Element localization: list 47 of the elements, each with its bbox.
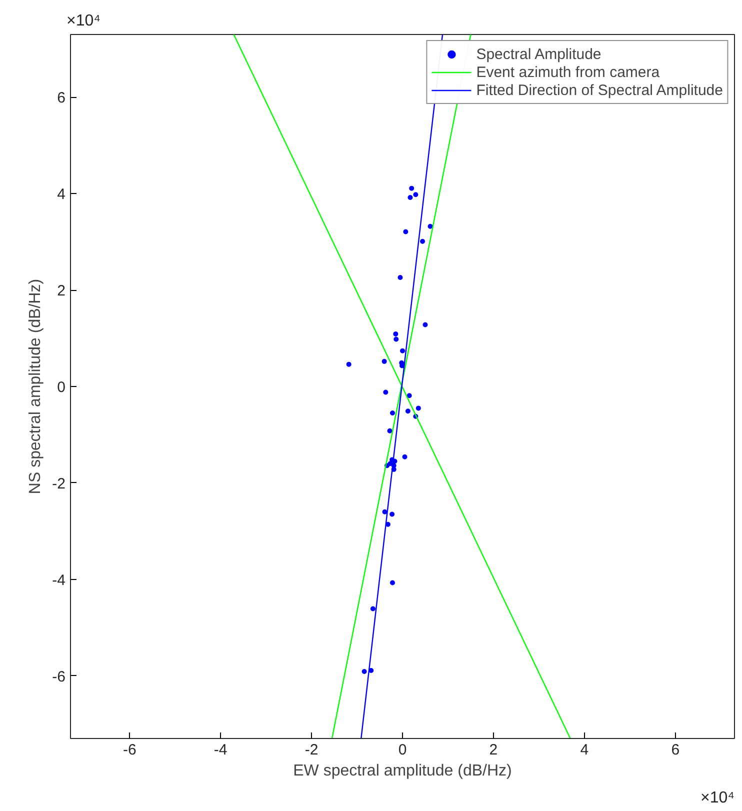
point [387, 428, 392, 434]
y-tick-label: -2 [52, 475, 66, 492]
point [408, 194, 413, 200]
point [413, 192, 418, 198]
point [394, 336, 399, 342]
point [416, 406, 421, 411]
point [398, 275, 403, 280]
y-axis-title: NS spectral amplitude (dB/Hz) [27, 278, 44, 494]
point [402, 454, 408, 460]
y-tick-label: 2 [57, 282, 66, 300]
point [422, 322, 428, 328]
x-tick-label: 4 [580, 742, 589, 758]
point [383, 390, 388, 395]
x-tick-label: 2 [489, 742, 498, 758]
point [390, 580, 395, 586]
x-tick-label: 6 [671, 742, 680, 758]
y-tick-label: 4 [57, 186, 66, 204]
text: ×10⁴ [700, 790, 735, 806]
x-tick-label: -4 [214, 742, 228, 758]
point [362, 668, 367, 674]
legend-label: Fitted Direction of Spectral Amplitude [476, 81, 723, 99]
point [406, 393, 412, 398]
point [382, 358, 387, 364]
point [409, 186, 414, 191]
point [400, 348, 405, 354]
point [370, 606, 376, 612]
point [393, 331, 398, 336]
point [420, 238, 426, 244]
y-tick-label: -6 [52, 668, 66, 686]
x-tick-label: -2 [304, 742, 318, 758]
text: ×10⁴ [66, 12, 101, 30]
x-tick-label: 0 [398, 742, 407, 758]
y-tick-label: 6 [57, 90, 66, 107]
legend-label: Event azimuth from camera [476, 63, 660, 81]
point [405, 408, 410, 414]
point [388, 461, 393, 466]
point [382, 509, 388, 514]
point [390, 410, 395, 416]
point [403, 229, 408, 234]
point [428, 224, 433, 229]
point [346, 362, 352, 367]
legend-label: Spectral Amplitude [476, 45, 602, 63]
point [390, 512, 395, 517]
y-tick-label: 0 [57, 379, 66, 396]
y-tick-label: -4 [52, 572, 66, 589]
x-tick-label: -6 [122, 742, 136, 758]
x-axis-title: EW spectral amplitude (dB/Hz) [293, 762, 512, 780]
